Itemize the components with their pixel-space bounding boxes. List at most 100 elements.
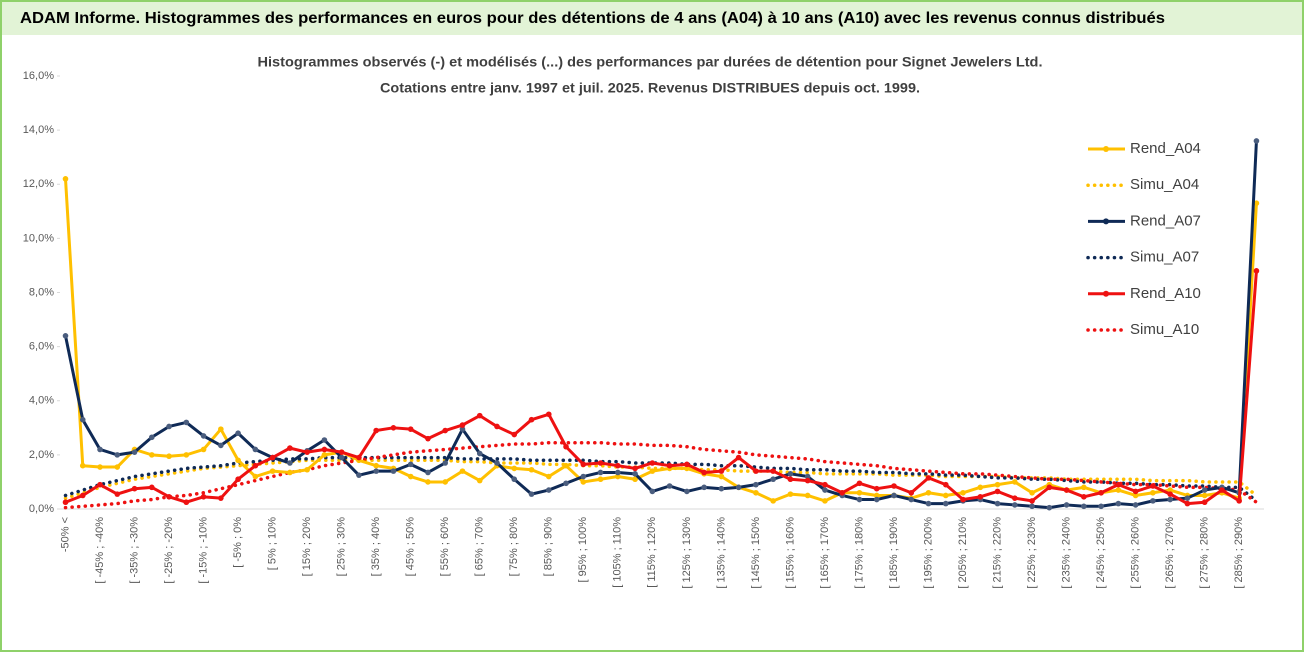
point — [1253, 138, 1260, 144]
point — [735, 484, 742, 491]
point — [597, 469, 604, 476]
point — [615, 462, 621, 469]
x-tick-label: [ 135% ; 140% — [715, 517, 727, 589]
point — [338, 449, 345, 455]
x-tick-label: [ 95% ; 100% — [577, 517, 589, 583]
legend-marker — [1103, 290, 1109, 297]
point — [563, 443, 569, 450]
point — [494, 423, 500, 430]
point — [1012, 479, 1018, 485]
point — [649, 460, 656, 466]
header-title: ADAM Informe. Histogrammes des performan… — [20, 10, 1165, 27]
point — [701, 469, 707, 476]
legend-marker — [1103, 218, 1109, 225]
point — [183, 452, 190, 458]
point — [718, 485, 725, 492]
point — [1201, 492, 1208, 499]
x-tick-label: [ 145% ; 150% — [750, 517, 762, 589]
x-tick-label: [ 225% ; 230% — [1026, 517, 1038, 589]
point — [1201, 487, 1208, 493]
legend-label: Rend_A10 — [1130, 285, 1201, 302]
point — [1115, 500, 1122, 507]
point — [994, 500, 1001, 507]
series-line — [64, 140, 1258, 510]
point — [511, 431, 518, 438]
x-tick-label: [ 115% ; 120% — [646, 517, 658, 588]
point — [563, 480, 569, 487]
point — [804, 473, 811, 480]
x-tick-label: [ 245% ; 250% — [1095, 517, 1107, 589]
legend-label: Simu_A10 — [1130, 321, 1199, 338]
header-bar — [2, 2, 1302, 35]
point — [615, 473, 621, 480]
point — [1167, 487, 1173, 493]
point — [252, 462, 259, 469]
point — [79, 416, 86, 423]
point — [753, 468, 759, 474]
point — [545, 473, 552, 480]
point — [804, 477, 811, 484]
point — [597, 476, 604, 483]
point — [856, 480, 863, 487]
point — [200, 433, 207, 439]
point — [873, 492, 880, 499]
point — [149, 452, 155, 458]
point — [235, 430, 241, 437]
point — [580, 473, 587, 480]
point — [442, 479, 449, 485]
y-tick-label: 12,0% — [23, 178, 54, 190]
point — [701, 484, 707, 491]
legend-label: Simu_A07 — [1130, 249, 1199, 266]
point — [960, 489, 966, 496]
point — [62, 176, 69, 182]
point — [407, 426, 414, 432]
point — [684, 461, 690, 468]
point — [407, 461, 414, 468]
point — [321, 437, 328, 443]
point — [891, 492, 897, 499]
point — [459, 422, 466, 428]
point — [97, 481, 103, 488]
point — [114, 452, 121, 458]
point — [684, 465, 690, 472]
x-tick-label: [ 5% ; 10% — [267, 517, 279, 570]
point — [666, 483, 673, 489]
point — [476, 412, 483, 419]
point — [79, 492, 86, 499]
x-tick-label: [ 85% ; 90% — [543, 517, 555, 577]
point — [476, 450, 483, 457]
point — [442, 460, 449, 466]
point — [528, 466, 535, 473]
x-tick-label: [ 205% ; 210% — [957, 517, 969, 589]
point — [977, 484, 984, 491]
point — [200, 494, 207, 500]
point — [787, 476, 794, 483]
point — [1219, 487, 1225, 493]
point — [425, 479, 431, 485]
point — [1063, 487, 1070, 493]
point — [183, 419, 190, 426]
point — [407, 473, 414, 480]
point — [545, 411, 552, 418]
point — [218, 442, 224, 449]
point — [1029, 503, 1035, 510]
point — [787, 491, 794, 497]
point — [632, 476, 638, 483]
point — [873, 496, 880, 503]
point — [321, 452, 328, 458]
point — [373, 468, 379, 474]
point — [1201, 499, 1208, 506]
point — [235, 457, 241, 464]
point — [459, 468, 466, 474]
point — [97, 446, 103, 453]
point — [804, 492, 811, 499]
point — [632, 471, 638, 477]
point — [994, 481, 1001, 488]
point — [166, 494, 172, 500]
point — [597, 460, 604, 466]
y-tick-label: 2,0% — [29, 449, 54, 461]
point — [1081, 503, 1087, 510]
point — [218, 495, 224, 501]
point — [390, 468, 397, 474]
